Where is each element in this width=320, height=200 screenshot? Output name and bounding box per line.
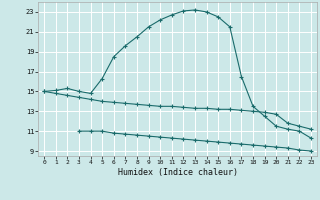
X-axis label: Humidex (Indice chaleur): Humidex (Indice chaleur)	[118, 168, 238, 177]
